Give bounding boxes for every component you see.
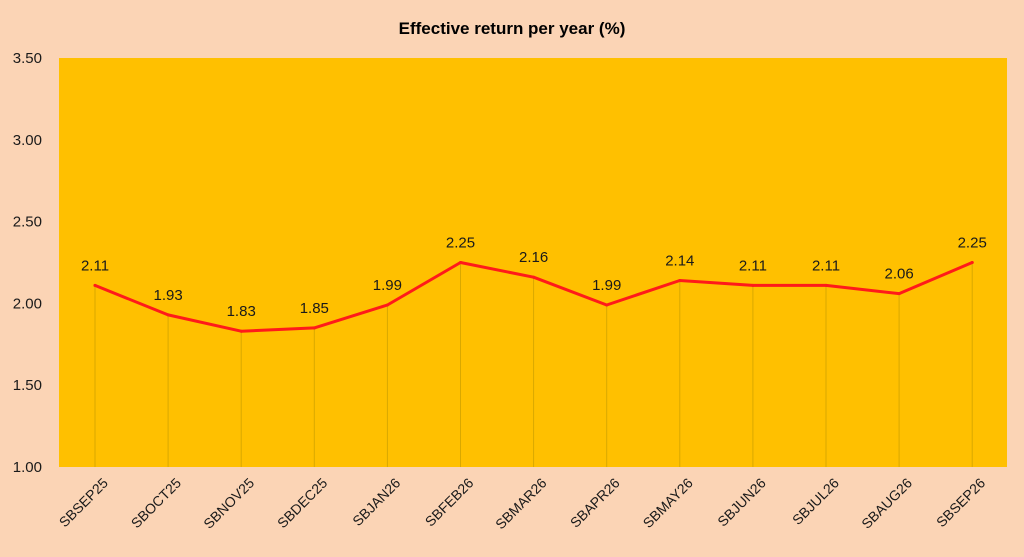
data-label: 2.16	[519, 249, 548, 266]
x-tick-label: SBAUG26	[858, 475, 915, 532]
x-tick-label: SBJAN26	[349, 475, 403, 529]
data-label: 2.11	[739, 257, 767, 274]
x-tick-label: SBMAR26	[492, 475, 550, 533]
y-tick-label: 1.50	[13, 377, 42, 394]
data-label: 2.11	[812, 257, 840, 274]
data-point	[605, 303, 609, 307]
x-tick-label: SBAPR26	[567, 475, 623, 531]
data-label: 2.14	[665, 252, 694, 269]
chart-title: Effective return per year (%)	[399, 19, 626, 38]
data-point	[166, 313, 170, 317]
x-tick-label: SBNOV25	[200, 475, 257, 532]
x-tick-label: SBSEP25	[56, 475, 111, 530]
x-tick-label: SBMAY26	[640, 475, 696, 531]
y-tick-label: 2.50	[13, 214, 42, 231]
data-point	[532, 275, 536, 279]
data-label: 1.85	[300, 300, 329, 317]
data-label: 2.11	[81, 257, 109, 274]
data-point	[897, 292, 901, 296]
data-point	[970, 261, 974, 264]
series-layer	[93, 261, 974, 333]
data-label: 1.99	[592, 277, 621, 294]
data-label: 2.25	[446, 235, 475, 252]
x-tick-label: SBFEB26	[422, 475, 477, 530]
y-tick-label: 1.00	[13, 459, 42, 476]
data-point	[824, 283, 828, 287]
data-point	[678, 278, 682, 282]
data-label: 1.99	[373, 277, 402, 294]
y-tick-label: 2.00	[13, 295, 42, 312]
data-point	[751, 283, 755, 287]
data-point	[459, 261, 462, 264]
y-axis: 1.00 1.50 2.00 2.50 3.00 3.50	[13, 50, 42, 476]
x-tick-label: SBJUL26	[789, 475, 842, 528]
x-axis: SBSEP25 SBOCT25 SBNOV25 SBDEC25 SBJAN26 SBFEB…	[56, 475, 989, 533]
data-labels: 2.11 1.93 1.83 1.85 1.99 2.25 2.16 1.99 2.14 2.11…	[81, 235, 987, 321]
data-point	[385, 303, 389, 307]
data-label: 1.93	[153, 287, 182, 304]
data-label: 2.25	[958, 235, 987, 252]
data-label: 1.83	[227, 303, 256, 320]
data-point	[239, 329, 243, 333]
x-tick-label: SBOCT25	[128, 475, 185, 532]
data-point	[312, 326, 316, 330]
plot-area	[59, 58, 1007, 467]
x-tick-label: SBJUN26	[714, 475, 769, 530]
y-tick-label: 3.00	[13, 132, 42, 149]
data-label: 2.06	[884, 266, 913, 283]
x-tick-label: SBSEP26	[933, 475, 988, 530]
drop-lines	[94, 262, 973, 467]
y-tick-label: 3.50	[13, 50, 42, 67]
x-tick-label: SBDEC25	[274, 475, 331, 532]
data-point	[93, 283, 97, 287]
